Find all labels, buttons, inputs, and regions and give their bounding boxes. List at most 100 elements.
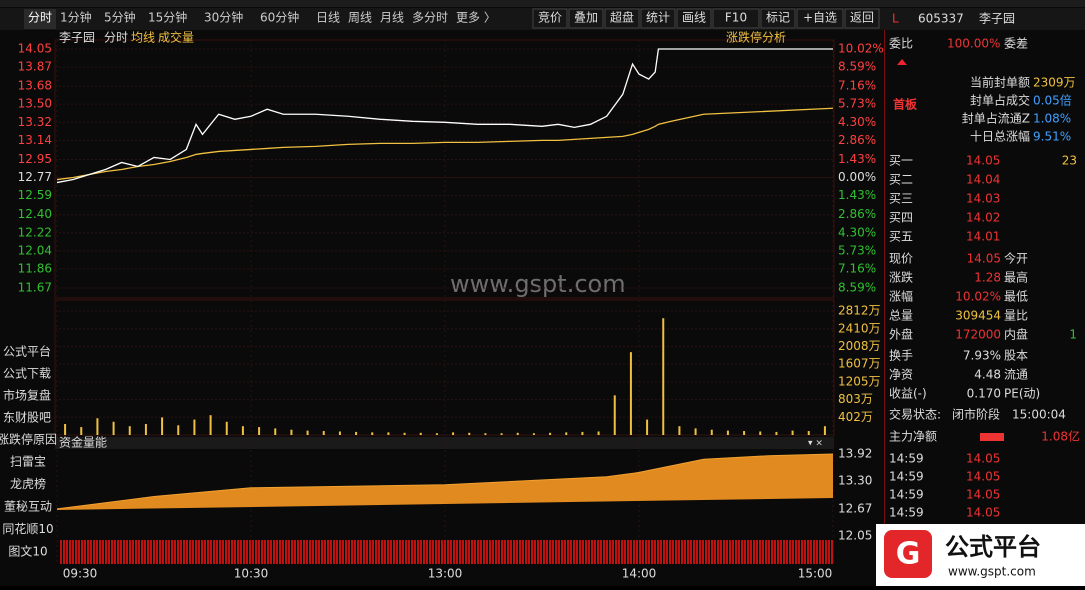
stat-value: 1.28 [974,271,1001,285]
stat-label: 涨跌 [889,270,913,285]
volume-bar [435,433,438,435]
volume-bar [96,418,99,435]
status: 闭市阶段 [952,407,1000,422]
toolbar-button[interactable]: 超盘 [610,10,634,25]
volume-bar [258,427,261,435]
side-menu-item[interactable]: 龙虎榜 [10,476,46,491]
price-line [56,48,833,184]
volume-bar [613,395,616,435]
toolbar-button[interactable]: +自选 [803,11,837,25]
volume-bar [726,430,729,435]
tab[interactable]: 周线 [348,11,372,25]
tab[interactable]: 60分钟 [260,10,299,25]
side-menu-item[interactable]: 公式平台 [3,344,51,359]
analysis-link[interactable]: 涨跌停分析 [726,30,786,45]
side-menu-item[interactable]: 东财股吧 [3,411,51,425]
y-tick-label: 12.04 [18,243,52,257]
side-menu-item[interactable]: 同花顺10 [2,521,53,536]
side-menu-item[interactable]: 图文10 [8,544,47,559]
volume-tick-label: 2812万 [838,304,881,318]
seal-label: 封单占流通Z [962,111,1030,126]
toolbar-button[interactable]: 统计 [646,11,670,25]
pct-label: 5.73% [838,243,876,257]
x-tick-label: 14:00 [622,567,657,581]
volume-bar [581,431,584,435]
tab[interactable]: 分时 [28,11,52,25]
y-tick-label: 12.77 [18,170,52,184]
logo-icon [884,530,932,578]
toolbar-button[interactable]: 返回 [850,11,874,25]
avg-label: 均线 [131,31,155,45]
stat-label: 今开 [1004,251,1028,266]
weibi-label: 委比 [889,37,913,51]
toolbar-button[interactable]: 叠加 [574,11,598,25]
side-menu-item[interactable]: 涨跌停原因 [0,432,57,447]
bid-label: 买一 [889,154,913,168]
button-frame [760,8,796,29]
volume-bar [710,429,713,435]
vol-label: 成交量 [158,30,194,45]
button-frame [604,8,640,29]
trade-price: 14.05 [966,488,1000,502]
stock-name-right: 李子园 [979,11,1015,26]
stat-label: 收益(-) [889,387,927,401]
stat-label: 最低 [1004,290,1028,304]
y-tick-label: 13.68 [18,79,52,93]
y-tick-label: 12.95 [18,152,52,166]
volume-tick-label: 1205万 [838,374,881,388]
volume-bar [791,430,794,435]
button-frame [532,8,568,29]
pct-label: 8.59% [838,60,876,74]
side-menu-item[interactable]: 公式下载 [3,367,51,381]
tab[interactable]: 1分钟 [60,10,92,25]
tab[interactable]: 30分钟 [204,10,243,25]
tab[interactable]: 15分钟 [148,10,187,25]
volume-bar [355,431,358,435]
x-tick-label: 15:00 [798,567,833,581]
volume-tick-label: 402万 [838,410,873,424]
volume-bar [80,427,83,435]
y-tick-label: 13.50 [18,97,52,111]
toolbar [0,8,1085,30]
volume-bar [694,428,697,435]
status-time: 15:00:04 [1012,408,1066,422]
volume-tick-label: 2008万 [838,339,881,353]
fund-title: 资金量能 [59,435,107,450]
volume-bar [177,425,180,435]
seal-label: 当前封单额 [970,75,1030,90]
arrow-icon[interactable] [897,59,907,65]
volume-bar [678,426,681,435]
volume-bar [549,432,552,435]
volume-bar [209,415,212,435]
volume-bar [759,431,762,435]
bid-price: 14.03 [966,192,1000,206]
toolbar-button[interactable]: 标记 [766,11,790,25]
stat-label: 流通 [1004,368,1028,382]
tab[interactable]: 月线 [380,11,404,25]
stock-name: 李子园 [59,30,95,45]
tab[interactable]: 5分钟 [104,10,136,25]
toolbar-button[interactable]: F10 [725,11,747,25]
side-menu-item[interactable]: 董秘互动 [4,500,52,514]
trade-price: 14.05 [966,452,1000,466]
side-menu-item[interactable]: 扫雷宝 [10,455,46,469]
tab[interactable]: 更多 〉 [456,11,496,25]
fund-controls[interactable]: ▾ × [808,439,823,449]
bid-volume: 23 [1062,154,1077,168]
toolbar-button[interactable]: 画线 [682,11,706,25]
tab[interactable]: 日线 [316,11,340,25]
volume-bar [484,433,487,435]
y-tick-label: 13.87 [18,60,52,74]
pct-label: 1.43% [838,152,876,166]
stat-label: 换手 [889,349,913,363]
tab[interactable]: 多分时 [412,11,448,25]
stat-label: PE(动) [1004,387,1040,401]
side-menu-item[interactable]: 市场复盘 [3,388,51,403]
volume-bar [193,419,196,435]
bid-label: 买五 [889,230,913,244]
seal-label: 封单占成交 [970,93,1030,108]
toolbar-button[interactable]: 竞价 [538,11,562,25]
fund-area-base [57,454,833,510]
code: 605337 [918,12,964,26]
